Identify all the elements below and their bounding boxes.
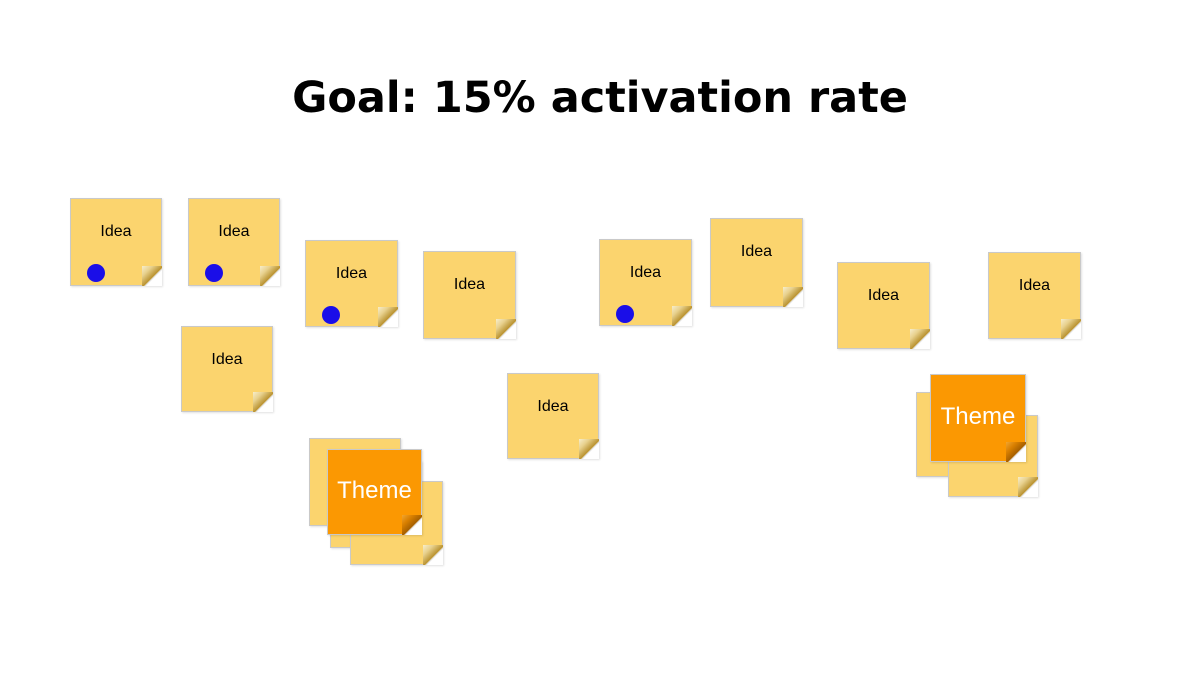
- sticky-note-idea[interactable]: Idea: [181, 326, 273, 412]
- sticky-note-idea[interactable]: Idea: [188, 198, 280, 286]
- folded-corner-icon: [142, 266, 162, 286]
- note-label: Idea: [629, 264, 662, 281]
- note-label: Idea: [100, 223, 132, 240]
- folded-corner-icon: [402, 515, 422, 535]
- sticky-note-idea[interactable]: Idea: [988, 252, 1081, 339]
- note-label: Theme: [337, 476, 412, 504]
- folded-corner-icon: [910, 329, 930, 349]
- sticky-note-idea[interactable]: Idea: [423, 251, 516, 339]
- folded-corner-icon: [783, 287, 803, 307]
- folded-corner-icon: [672, 306, 692, 326]
- note-label: Idea: [537, 398, 569, 415]
- sticky-note-idea[interactable]: Idea: [837, 262, 930, 349]
- sticky-note-idea[interactable]: Idea: [305, 240, 398, 327]
- folded-corner-icon: [253, 392, 273, 412]
- folded-corner-icon: [423, 545, 443, 565]
- folded-corner-icon: [1061, 319, 1081, 339]
- board-title: Goal: 15% activation rate: [292, 73, 908, 123]
- folded-corner-icon: [1018, 477, 1038, 497]
- vote-dot[interactable]: [616, 305, 634, 323]
- note-label: Idea: [740, 243, 773, 260]
- vote-dot[interactable]: [322, 306, 340, 324]
- sticky-note-idea[interactable]: Idea: [70, 198, 162, 286]
- vote-dot[interactable]: [205, 264, 223, 282]
- note-label: Idea: [453, 276, 486, 293]
- folded-corner-icon: [378, 307, 398, 327]
- note-label: Idea: [211, 351, 243, 368]
- note-label: Idea: [335, 265, 368, 282]
- folded-corner-icon: [1006, 442, 1026, 462]
- folded-corner-icon: [496, 319, 516, 339]
- sticky-note-theme[interactable]: Theme: [327, 449, 422, 535]
- sticky-note-idea[interactable]: Idea: [599, 239, 692, 326]
- note-label: Theme: [940, 402, 1016, 430]
- folded-corner-icon: [579, 439, 599, 459]
- sticky-note-theme[interactable]: Theme: [930, 374, 1026, 462]
- vote-dot[interactable]: [87, 264, 105, 282]
- note-label: Idea: [1018, 277, 1051, 294]
- note-label: Idea: [867, 287, 900, 304]
- sticky-note-idea[interactable]: Idea: [507, 373, 599, 459]
- note-label: Idea: [218, 223, 250, 240]
- folded-corner-icon: [260, 266, 280, 286]
- sticky-note-idea[interactable]: Idea: [710, 218, 803, 307]
